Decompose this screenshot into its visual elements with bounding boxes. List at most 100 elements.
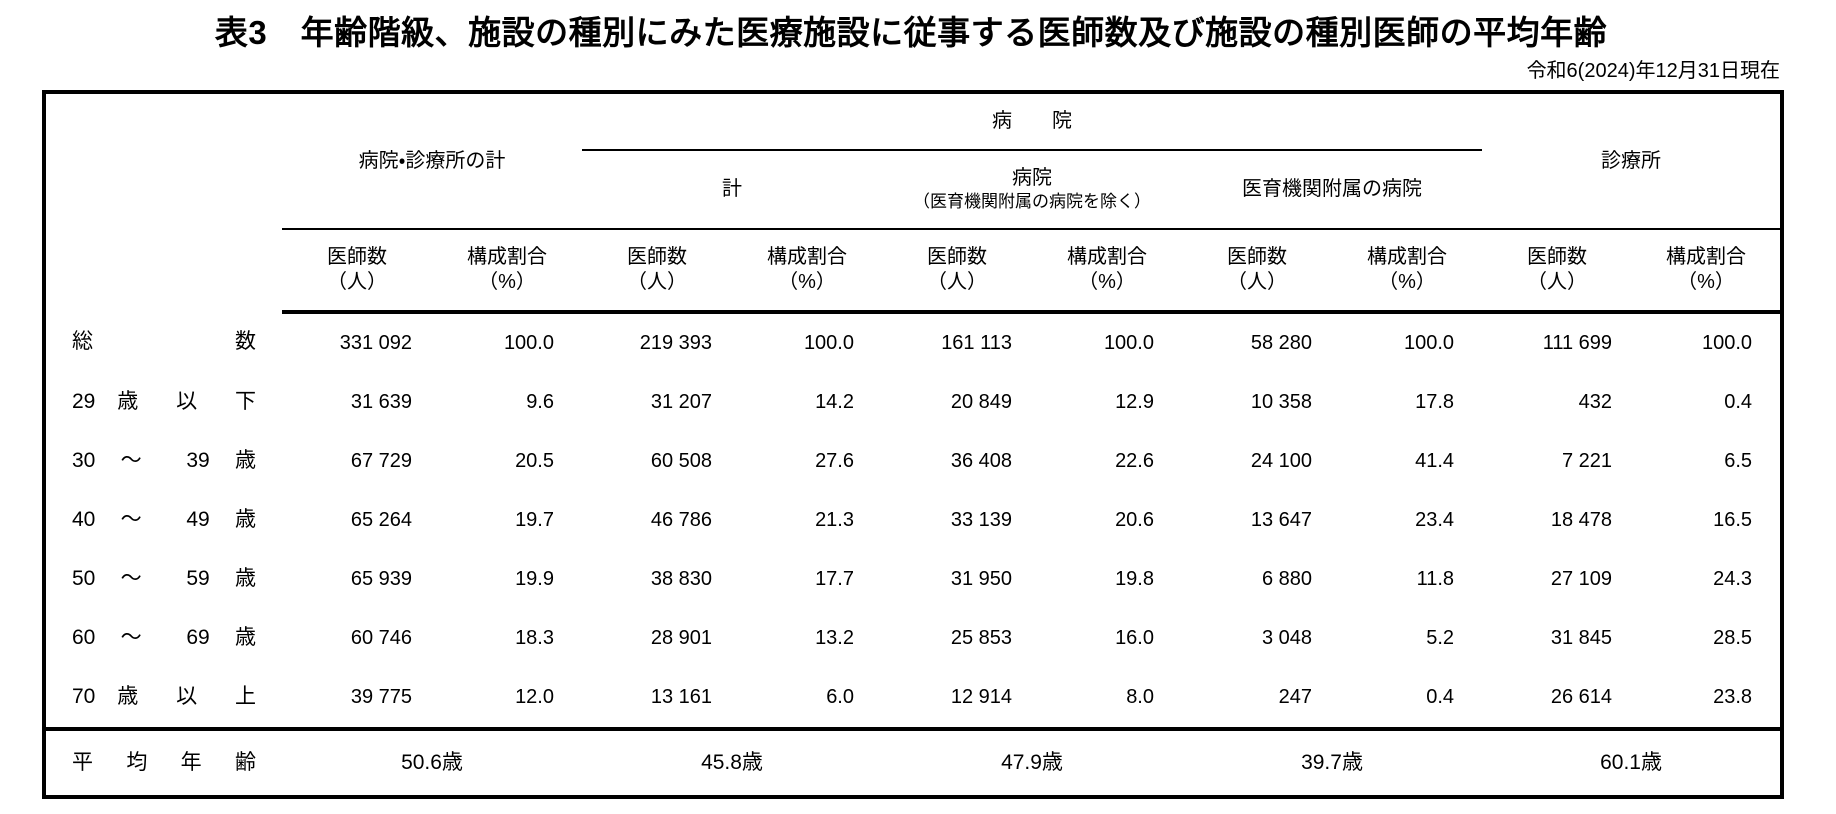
header-hospital-group: 病 院 — [582, 92, 1483, 151]
row-label: 60 〜 69 歳 — [72, 626, 256, 650]
average-cell: 60.1歳 — [1482, 727, 1783, 797]
header-count-label: 医師数 （人） — [1482, 229, 1633, 314]
share-cell: 9.6 — [526, 391, 554, 413]
share-cell: 14.2 — [815, 391, 854, 413]
row-label: 70 歳 以 上 — [72, 685, 256, 709]
doctor-count-table: 病院・診療所の計 病 院 診療所 計 病院 （医育機関附属の病院を除く） 医育機関… — [42, 90, 1785, 799]
share-cell: 100.0 — [1103, 332, 1154, 354]
count-cell: 38 830 — [650, 568, 712, 590]
header-share-label: 構成割合 （%） — [1332, 229, 1483, 314]
header-row-label-cell — [44, 92, 282, 312]
share-cell: 11.8 — [1416, 568, 1455, 590]
average-cell: 47.9歳 — [882, 727, 1182, 797]
share-cell: 20.5 — [515, 450, 554, 472]
share-cell: 100.0 — [1403, 332, 1455, 354]
count-cell: 13 647 — [1250, 509, 1312, 531]
count-cell: 12 914 — [950, 686, 1012, 708]
row-label: 50 〜 59 歳 — [72, 567, 256, 591]
share-cell: 16.0 — [1115, 627, 1154, 649]
count-cell: 60 746 — [350, 627, 412, 649]
share-cell: 18.3 — [515, 627, 554, 649]
header-count-label: 医師数 （人） — [582, 229, 732, 314]
header-hospital-clinic-total: 病院・診療所の計 — [282, 92, 582, 230]
header-hospital-excl-medschool: 病院 （医育機関附属の病院を除く） — [882, 150, 1182, 230]
share-cell: 41.4 — [1415, 450, 1455, 472]
count-cell: 18 478 — [1550, 509, 1613, 531]
header-share-label: 構成割合 （%） — [732, 229, 882, 314]
count-cell: 67 729 — [350, 450, 412, 472]
count-cell: 331 092 — [339, 332, 412, 354]
share-cell: 12.0 — [515, 686, 554, 708]
count-cell: 6 880 — [1261, 568, 1312, 590]
table-row: 総 数 331 092 100.0 219 393 100.0 161 113 … — [44, 312, 1782, 373]
share-cell: 22.6 — [1115, 450, 1154, 472]
share-cell: 19.8 — [1115, 568, 1154, 590]
share-cell: 20.6 — [1115, 509, 1154, 531]
share-cell: 21.3 — [815, 509, 854, 531]
header-count-label: 医師数 （人） — [1182, 229, 1332, 314]
header-hospital-total: 計 — [582, 150, 882, 230]
share-cell: 23.8 — [1713, 686, 1753, 708]
count-cell: 161 113 — [941, 332, 1012, 354]
header-share-label: 構成割合 （%） — [1032, 229, 1182, 314]
count-cell: 432 — [1578, 391, 1613, 413]
share-cell: 24.3 — [1713, 568, 1753, 590]
share-cell: 100.0 — [803, 332, 854, 354]
row-label: 40 〜 49 歳 — [72, 508, 256, 532]
count-cell: 20 849 — [950, 391, 1012, 413]
row-label: 30 〜 39 歳 — [72, 449, 256, 473]
share-cell: 19.7 — [515, 509, 554, 531]
count-cell: 65 264 — [350, 509, 412, 531]
share-cell: 0.4 — [1724, 391, 1753, 413]
as-of-date: 令和6(2024)年12月31日現在 — [1526, 60, 1780, 82]
share-cell: 12.9 — [1115, 391, 1154, 413]
count-cell: 26 614 — [1550, 686, 1613, 708]
count-cell: 39 775 — [350, 686, 412, 708]
count-cell: 65 939 — [350, 568, 412, 590]
count-cell: 60 508 — [650, 450, 712, 472]
share-cell: 16.5 — [1713, 509, 1753, 531]
header-medschool-hospital: 医育機関附属の病院 — [1182, 150, 1483, 230]
average-cell: 50.6歳 — [282, 727, 582, 797]
count-cell: 31 950 — [950, 568, 1012, 590]
header-share-label: 構成割合 （%） — [1632, 229, 1783, 314]
share-cell: 19.9 — [515, 568, 554, 590]
count-cell: 36 408 — [950, 450, 1012, 472]
row-label: 総 数 — [72, 330, 256, 354]
row-label: 29 歳 以 下 — [72, 390, 256, 414]
table-row: 30 〜 39 歳 67 729 20.5 60 508 27.6 36 408… — [44, 432, 1782, 491]
share-cell: 5.2 — [1426, 627, 1455, 649]
average-cell: 39.7歳 — [1182, 727, 1483, 797]
count-cell: 31 207 — [650, 391, 712, 413]
count-cell: 3 048 — [1261, 627, 1312, 649]
table-row: 60 〜 69 歳 60 746 18.3 28 901 13.2 25 853… — [44, 609, 1782, 668]
count-cell: 10 358 — [1250, 391, 1312, 413]
average-age-row: 平 均 年 齢 50.6歳 45.8歳 47.9歳 39.7歳 60.1歳 — [44, 727, 1783, 797]
share-cell: 28.5 — [1713, 627, 1753, 649]
table-row: 40 〜 49 歳 65 264 19.7 46 786 21.3 33 139… — [44, 491, 1782, 550]
header-share-label: 構成割合 （%） — [432, 229, 582, 314]
share-cell: 6.5 — [1724, 450, 1753, 472]
share-cell: 17.8 — [1415, 391, 1455, 413]
table-row: 70 歳 以 上 39 775 12.0 13 161 6.0 12 914 8… — [44, 668, 1782, 729]
count-cell: 7 221 — [1561, 450, 1613, 472]
count-cell: 33 139 — [950, 509, 1012, 531]
header-count-label: 医師数 （人） — [882, 229, 1032, 314]
average-label: 平 均 年 齢 — [44, 727, 282, 797]
count-cell: 24 100 — [1250, 450, 1312, 472]
page-title: 表3 年齢階級、施設の種別にみた医療施設に従事する医師数及び施設の種別医師の平均… — [214, 14, 1608, 51]
count-cell: 46 786 — [650, 509, 712, 531]
count-cell: 111 699 — [1542, 332, 1613, 354]
count-cell: 27 109 — [1550, 568, 1613, 590]
share-cell: 100.0 — [1701, 332, 1753, 354]
count-cell: 219 393 — [639, 332, 712, 354]
count-cell: 31 845 — [1550, 627, 1613, 649]
share-cell: 100.0 — [503, 332, 554, 354]
share-cell: 13.2 — [815, 627, 854, 649]
table-row: 50 〜 59 歳 65 939 19.9 38 830 17.7 31 950… — [44, 550, 1782, 609]
header-count-label: 医師数 （人） — [282, 229, 432, 314]
count-cell: 25 853 — [950, 627, 1012, 649]
table-row: 29 歳 以 下 31 639 9.6 31 207 14.2 20 849 1… — [44, 373, 1782, 432]
share-cell: 6.0 — [826, 686, 854, 708]
